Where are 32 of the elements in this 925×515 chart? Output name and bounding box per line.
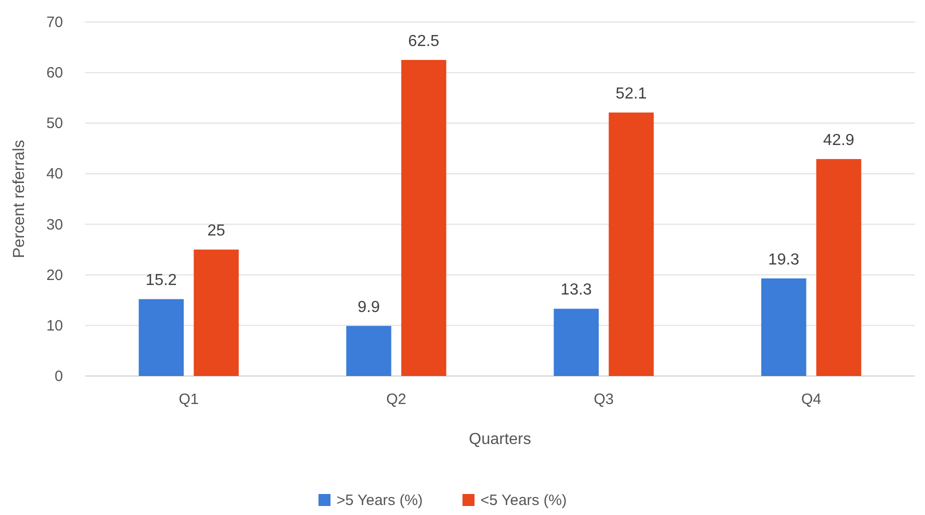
data-label: 13.3	[560, 282, 592, 299]
bar	[401, 60, 446, 376]
bar	[346, 326, 392, 376]
x-tick-label: Q2	[386, 391, 406, 408]
y-axis-title: Percent referrals	[11, 140, 28, 258]
bar	[554, 308, 599, 376]
legend-label: >5 Years (%)	[336, 492, 423, 509]
x-tick-label: Q4	[801, 391, 822, 408]
x-axis-title: Quarters	[468, 431, 532, 448]
bar	[761, 278, 806, 376]
data-label: 15.2	[146, 272, 177, 290]
data-label: 62.5	[408, 32, 440, 50]
y-tick-label: 10	[46, 317, 63, 334]
y-tick-label: 20	[46, 266, 63, 284]
bar	[138, 299, 184, 376]
bar	[194, 250, 239, 376]
bar	[816, 159, 862, 376]
data-label: 42.9	[823, 132, 854, 150]
y-tick-label: 40	[46, 166, 63, 183]
bar	[608, 112, 654, 376]
legend-label: <5 Years (%)	[480, 492, 567, 509]
y-tick-label: 60	[46, 64, 63, 82]
x-tick-label: Q1	[178, 391, 199, 408]
data-label: 25	[207, 222, 226, 240]
x-tick-label: Q3	[594, 391, 614, 408]
y-tick-label: 0	[54, 368, 63, 385]
y-tick-label: 50	[46, 115, 63, 132]
data-label: 52.1	[616, 86, 647, 103]
y-tick-label: 70	[46, 14, 63, 31]
data-label: 9.9	[358, 298, 380, 316]
y-tick-label: 30	[46, 216, 63, 234]
data-label: 19.3	[768, 251, 800, 268]
